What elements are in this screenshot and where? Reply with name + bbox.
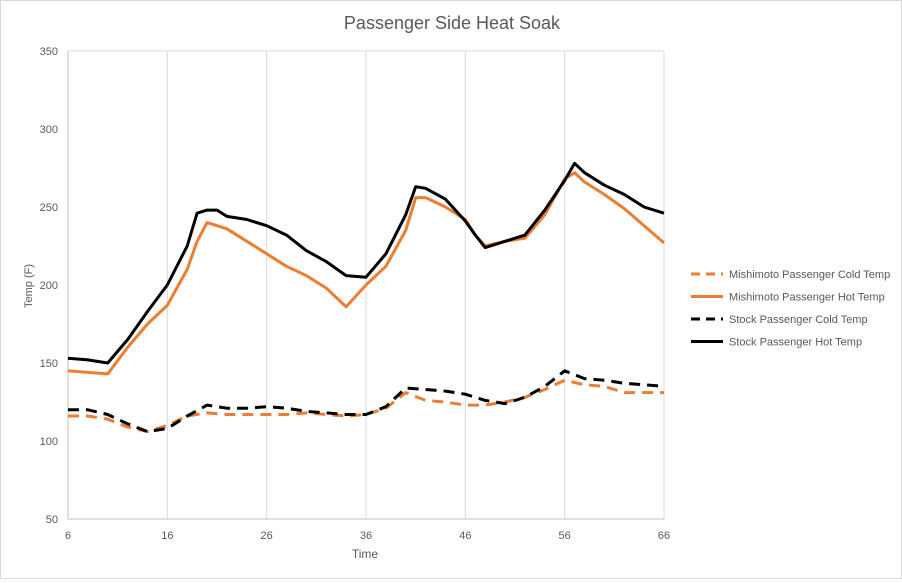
series-line-3 [68, 369, 665, 434]
y-tick-label: 350 [40, 46, 58, 58]
legend-label: Stock Passenger Cold Temp [729, 314, 868, 326]
y-tick-label: 50 [46, 514, 58, 526]
y-tick-label: 150 [40, 358, 58, 370]
tick-labels: 6 16 26 36 46 56 66 50 100 150 200 250 300 350 [40, 46, 670, 542]
legend-label: Mishimoto Passenger Hot Temp [729, 292, 885, 304]
y-axis-label: Temp (F) [23, 264, 35, 308]
axes [67, 50, 664, 520]
legend: Mishimoto Passenger Cold Temp Mishimoto P… [691, 269, 890, 349]
x-tick-label: 16 [161, 530, 173, 542]
y-tick-label: 300 [40, 124, 58, 136]
y-tick-label: 100 [40, 436, 58, 448]
x-axis-label: Time [352, 547, 379, 561]
x-tick-label: 36 [360, 530, 372, 542]
x-tick-label: 6 [65, 530, 71, 542]
chart-title: Passenger Side Heat Soak [344, 13, 561, 33]
series-layer [67, 161, 665, 434]
x-tick-label: 26 [261, 530, 273, 542]
gridlines [67, 51, 665, 519]
y-tick-label: 250 [40, 202, 58, 214]
legend-label: Stock Passenger Hot Temp [729, 337, 862, 349]
legend-label: Mishimoto Passenger Cold Temp [729, 269, 890, 281]
x-tick-label: 56 [559, 530, 571, 542]
x-tick-label: 46 [459, 530, 471, 542]
series-line-4 [67, 161, 665, 365]
x-tick-label: 66 [658, 530, 670, 542]
y-tick-label: 200 [40, 280, 58, 292]
